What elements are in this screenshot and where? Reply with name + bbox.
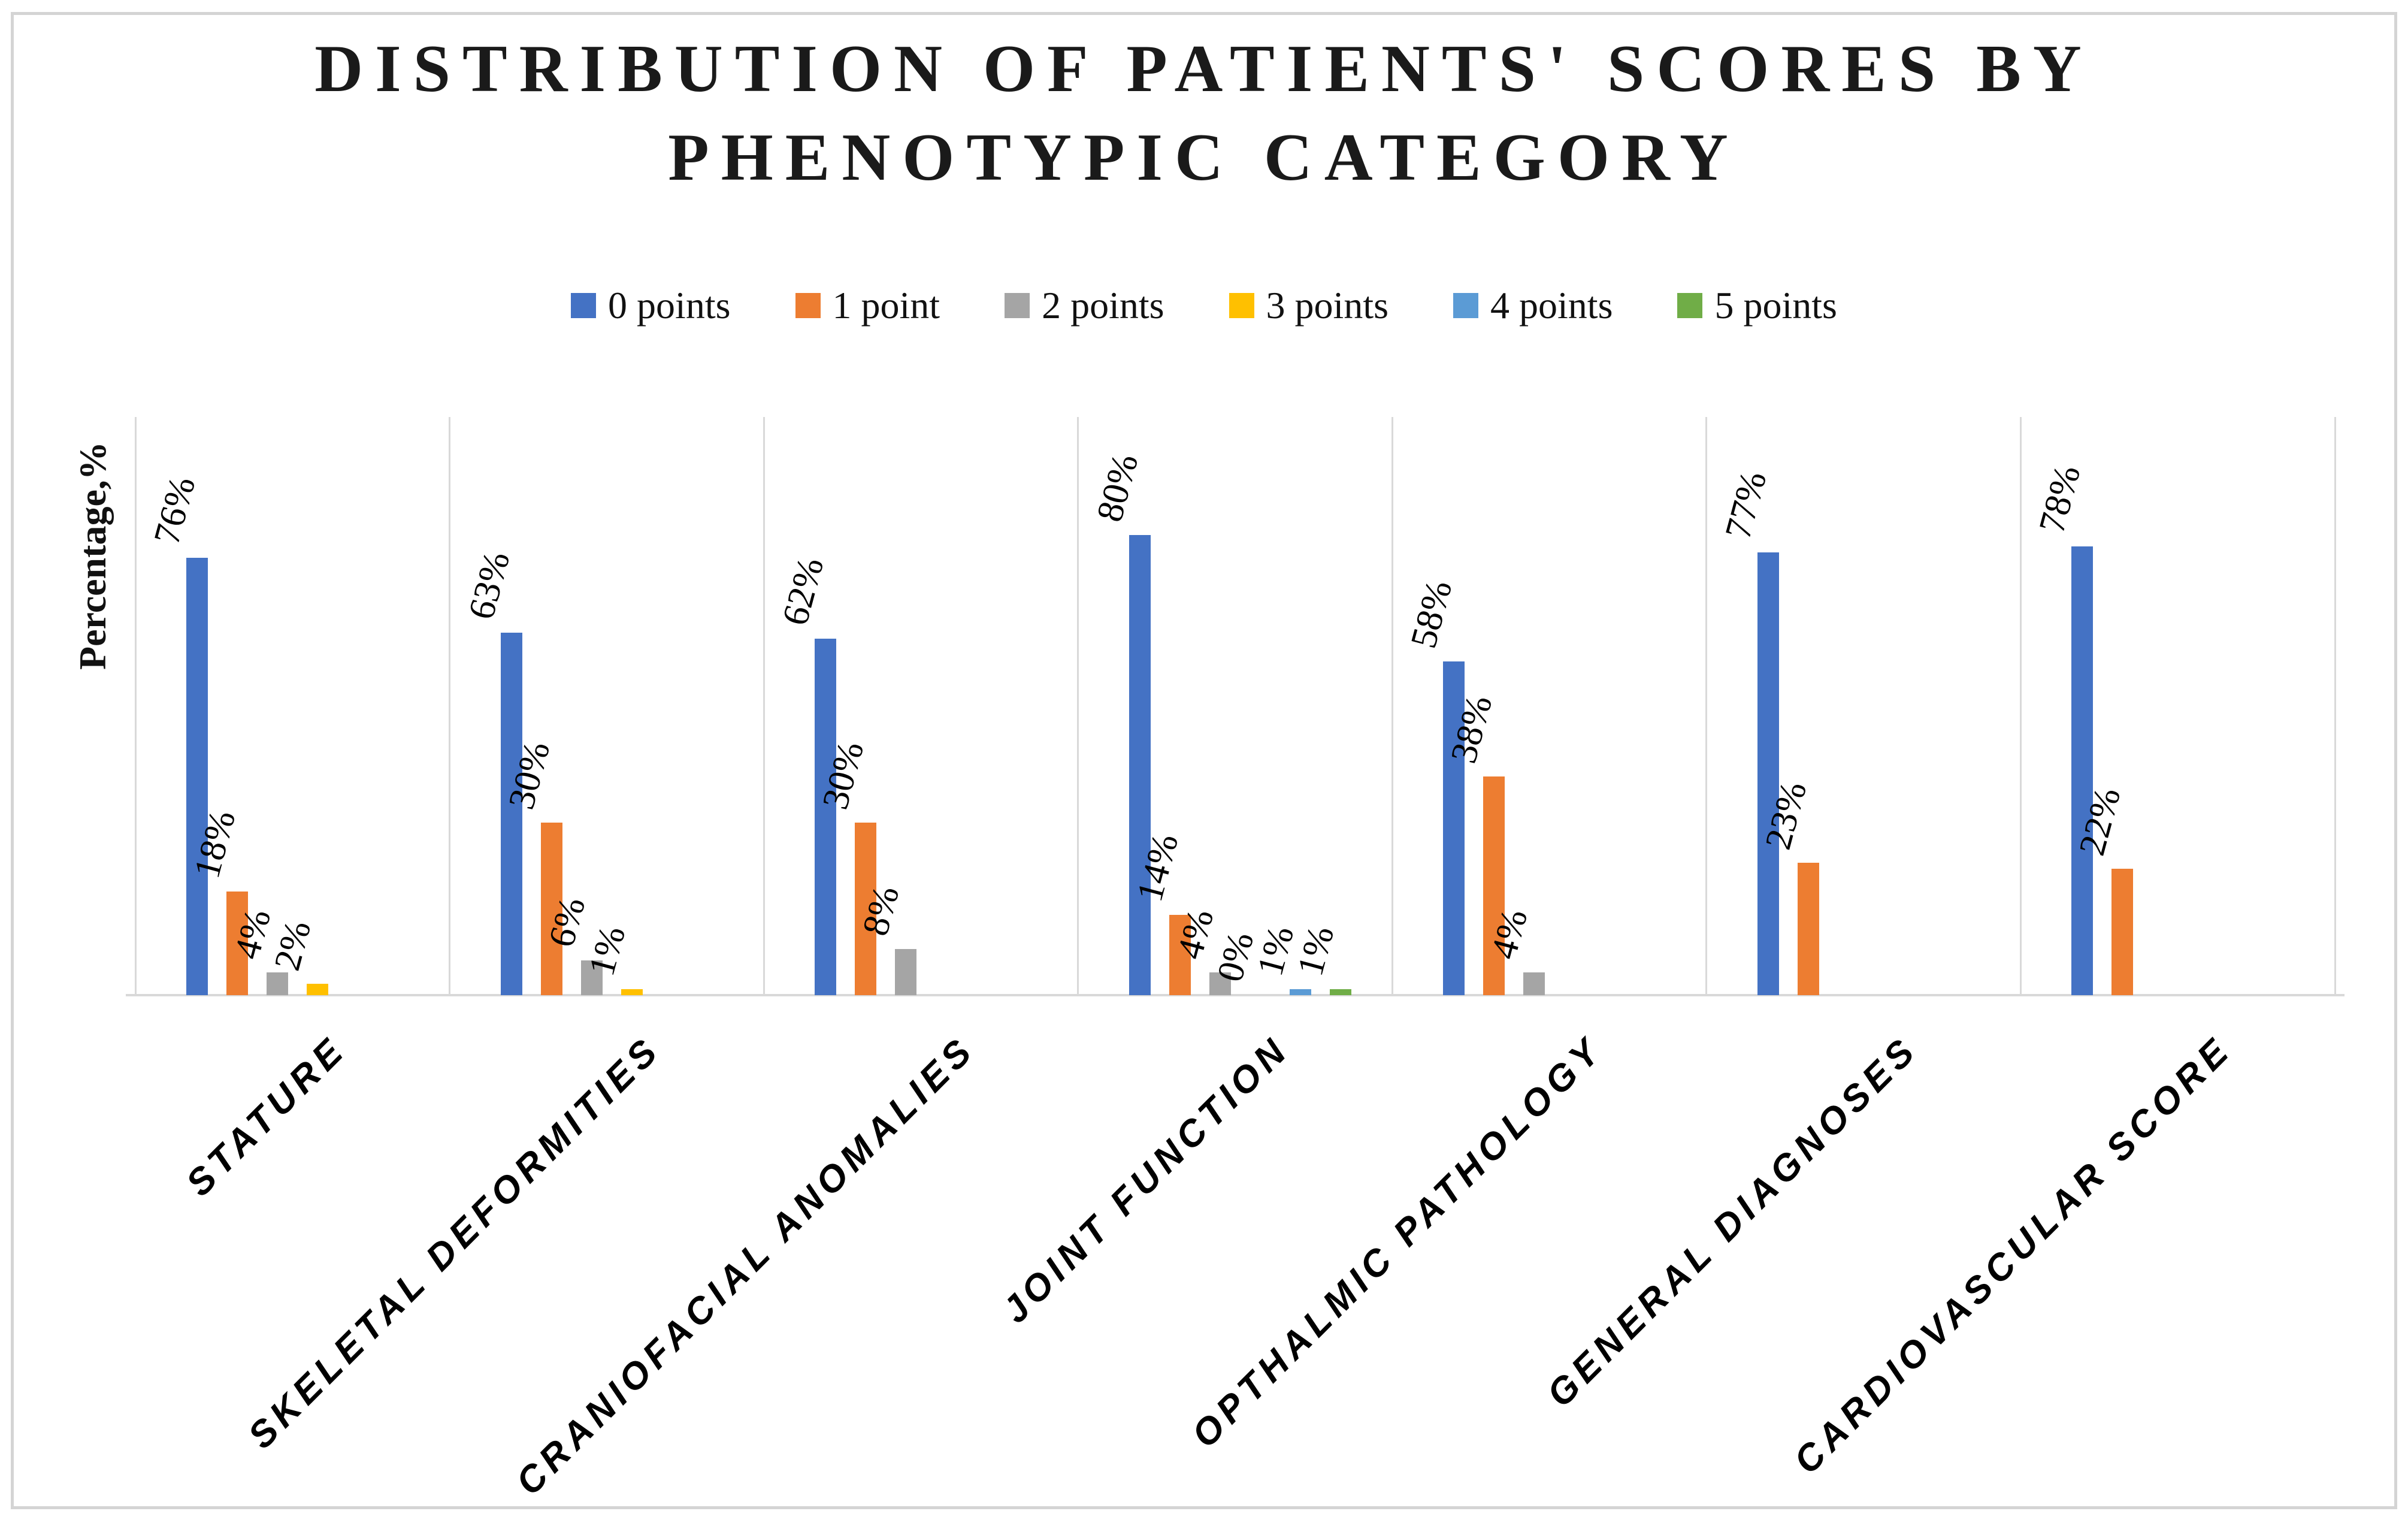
bar-2-points-craniofacial-anomalies [895,949,917,995]
bar-0-points-skeletal-deformities [500,633,522,995]
category-label-joint-function: JOINT FUNCTION [994,1028,1297,1331]
bar-2-points-stature [267,972,288,995]
bar-3-points-stature [307,984,328,995]
category-separator-line [1077,417,1079,995]
category-separator-line [763,417,765,995]
category-separator-line [2334,417,2336,995]
bar-0-points-craniofacial-anomalies [815,639,837,995]
category-separator-line [1705,417,1708,995]
legend-item-4-points: 4 points [1453,286,1613,325]
data-label: 77% [1717,467,1775,543]
legend: 0 points 1 point 2 points 3 points 4 points 5… [0,286,2408,325]
category-label-stature: STATURE [179,1028,355,1205]
data-label: 76% [146,472,204,549]
legend-item-3-points: 3 points [1229,286,1388,325]
chart-title: DISTRIBUTION OF PATIENTS' SCORES BY PHEN… [314,32,2094,195]
x-axis-line [126,994,2345,996]
bar-1-point-stature [226,892,248,995]
bar-2-points-joint-function [1209,972,1231,995]
legend-item-1-point: 1 point [795,286,940,325]
data-label: 1% [1289,921,1342,980]
legend-label: 5 points [1714,284,1837,327]
bar-0-points-cardiovascular-score [2071,546,2094,995]
legend-swatch-icon [571,293,597,318]
legend-swatch-icon [1453,293,1479,318]
legend-label: 4 points [1490,284,1613,327]
legend-label: 2 points [1042,284,1164,327]
bar-5-points-joint-function [1329,989,1351,995]
bar-3-points-skeletal-deformities [621,989,643,995]
category-separator-line [2019,417,2022,995]
data-label: 1% [1249,921,1302,980]
legend-label: 1 point [832,284,940,327]
legend-item-2-points: 2 points [1005,286,1164,325]
chart-outer-border [11,12,2397,1509]
legend-item-0-points: 0 points [571,284,731,327]
data-label: 58% [1403,576,1460,652]
legend-label: 3 points [1266,284,1389,327]
category-axis-labels: STATURE SKELETAL DEFORMITIES CRANIOFACIAL … [135,995,2335,1510]
legend-swatch-icon [795,293,821,318]
bar-1-point-craniofacial-anomalies [855,823,877,995]
data-label: 63% [460,547,518,624]
bar-4-points-joint-function [1289,989,1311,995]
bar-0-points-stature [186,558,208,995]
legend-swatch-icon [1677,293,1703,318]
bar-1-point-cardiovascular-score [2111,869,2134,995]
legend-item-5-points: 5 points [1677,286,1837,325]
category-label-general-diagnoses: GENERAL DIAGNOSES [1539,1028,1926,1415]
category-separator-line [1391,417,1393,995]
data-label: 78% [2031,461,2089,537]
bar-2-points-opthalmic-pathology [1523,972,1545,995]
category-separator-line [449,417,451,995]
data-label: 1% [580,921,633,980]
legend-swatch-icon [1229,293,1254,318]
bar-0-points-general-diagnoses [1757,552,1779,995]
data-label: 62% [775,553,832,630]
plot-area: 76% 18% 4% 2% 63% 30% 6% 1% 62% 30% 8% 80% 14% 4% 0% 1%… [126,417,2345,996]
category-separator-line [134,417,137,995]
bar-1-point-general-diagnoses [1797,863,1819,995]
y-axis-title: Percentage,% [71,442,114,670]
bar-1-point-joint-function [1169,915,1191,995]
legend-label: 0 points [608,284,731,327]
bar-0-points-opthalmic-pathology [1443,661,1465,995]
data-label: 80% [1088,449,1146,526]
data-label: 4% [1169,905,1221,963]
bar-0-points-joint-function [1129,535,1151,995]
bar-1-point-opthalmic-pathology [1483,776,1505,995]
legend-swatch-icon [1005,293,1030,318]
bar-2-points-skeletal-deformities [580,960,603,995]
bar-1-point-skeletal-deformities [540,823,562,995]
